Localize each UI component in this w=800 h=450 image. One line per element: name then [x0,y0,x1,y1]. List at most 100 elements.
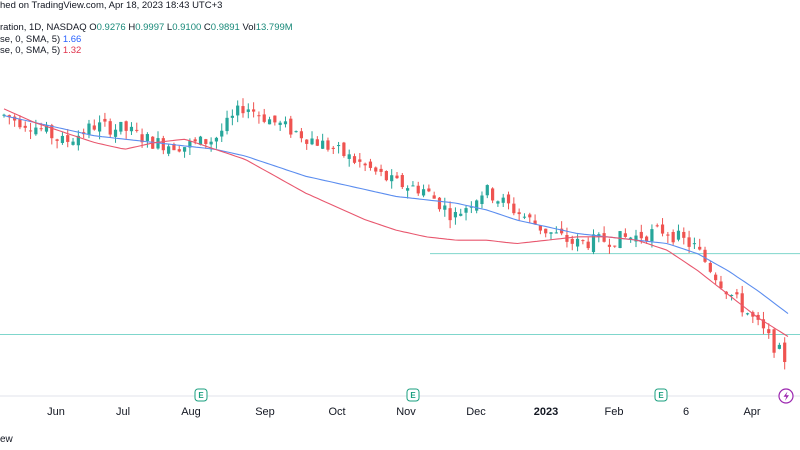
candle [236,100,240,123]
candle [273,115,277,126]
sma-red-line[interactable] [3,108,789,337]
candle [347,149,351,167]
candle [437,197,442,212]
candle [283,116,288,128]
candle [645,235,649,244]
candle [735,288,739,299]
candle [182,147,187,158]
candle [490,187,495,204]
candle [783,337,787,370]
candle [66,128,70,148]
candle [44,121,49,134]
candle [315,136,319,147]
candle [167,144,171,157]
candle [97,115,102,140]
candle [225,110,229,135]
candle [586,237,590,251]
candle [108,118,112,138]
candle [257,111,261,124]
candle [740,285,744,317]
candles-layer [2,98,787,370]
candle [305,139,309,150]
candle [246,103,250,119]
candle [761,311,766,335]
svg-text:E: E [658,391,664,400]
candle [698,238,702,251]
earnings-marker[interactable]: E [194,388,208,402]
candle [650,224,654,248]
candle [384,170,388,182]
x-tick-label: Aug [181,406,201,418]
candle [745,312,750,316]
candle [703,246,707,264]
moving-averages-layer [3,108,789,337]
candle [262,108,266,124]
svg-text:E: E [410,391,416,400]
chart-header-ohlc: ration, 1D, NASDAQ O0.9276 H0.9997 L0.91… [0,22,293,33]
candle [113,124,118,143]
candle [459,208,463,217]
candle [214,136,219,149]
candle [496,200,500,207]
candle [469,201,473,214]
candle [50,123,54,145]
earnings-marker[interactable]: E [406,388,420,402]
horizontal-levels [0,253,800,335]
candle [294,130,298,133]
svg-text:E: E [198,391,204,400]
earnings-marker[interactable]: E [654,388,668,402]
candle [485,184,489,199]
candle [252,102,256,118]
x-tick-label: Dec [466,406,486,418]
x-axis-labels: Jun Jul Aug Sep Oct Nov Dec 2023 Feb 6 Apr [47,406,761,418]
candle [591,229,596,255]
candle [310,131,314,146]
candle [682,227,686,245]
candle [767,323,771,339]
candle [443,197,447,217]
candle [241,98,245,118]
sma-blue-line[interactable] [3,115,789,315]
candle [602,226,606,243]
candle [321,133,325,150]
candle [666,231,670,244]
ma2-legend[interactable]: se, 0, SMA, 5) 1.32 [0,45,82,56]
x-tick-label: Apr [743,406,760,418]
candle [528,212,532,224]
candle [363,162,367,172]
candle [687,230,691,253]
candle [379,164,383,177]
candle [522,213,527,220]
candle [13,114,17,127]
candle [76,130,80,151]
candle [331,145,335,155]
candle [352,153,357,165]
candle [156,131,160,150]
candle [230,109,234,126]
candle [204,138,208,149]
candle [751,310,755,324]
candle [506,191,511,210]
x-tick-label: Sep [255,406,275,418]
candle [676,224,681,242]
x-tick-label: 6 [683,406,689,418]
candle [400,173,404,190]
candle [124,120,128,139]
candle [71,137,75,146]
candle [267,116,272,125]
candle [161,135,165,155]
flash-icon[interactable] [778,388,794,404]
x-tick-label: Nov [396,406,416,418]
candle [135,122,139,133]
candle [607,238,612,254]
candle [692,237,697,249]
candle [406,185,410,199]
ma1-legend[interactable]: se, 0, SMA, 5) 1.66 [0,34,82,45]
candle [772,328,776,358]
candle [660,218,665,237]
candle [554,226,558,234]
candle [549,232,553,241]
candle [177,145,181,153]
